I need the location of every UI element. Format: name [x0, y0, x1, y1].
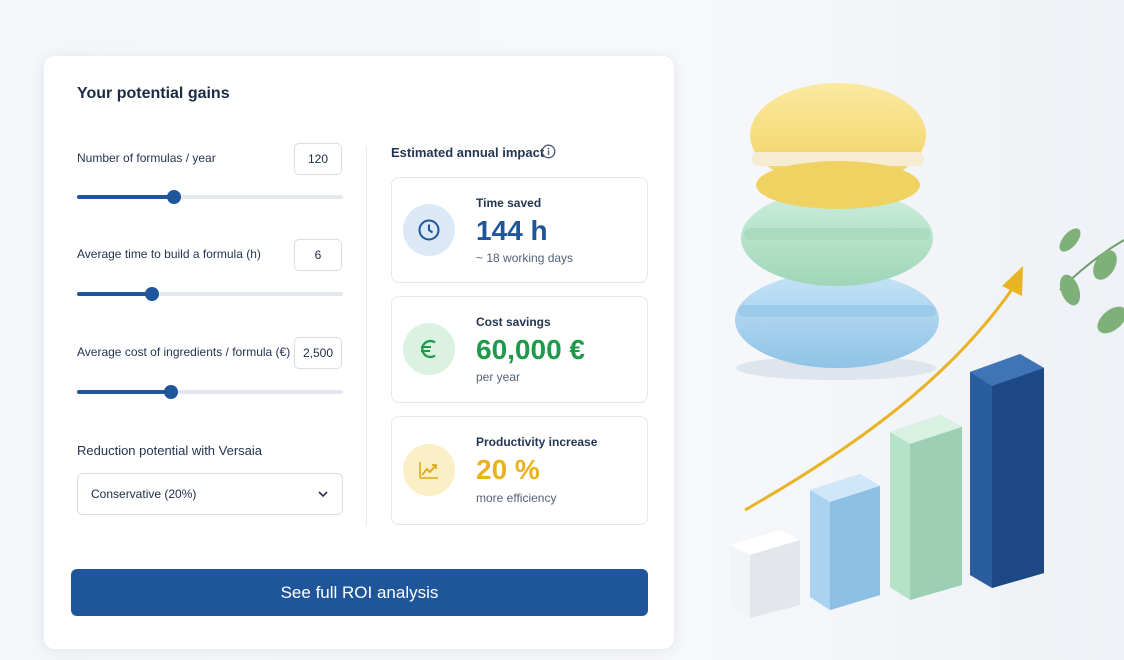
divider — [366, 146, 367, 526]
select-value: Conservative (20%) — [91, 487, 197, 501]
trend-arrow — [744, 266, 1023, 512]
metric-label: Time saved — [476, 196, 542, 210]
slider-thumb[interactable] — [164, 385, 178, 399]
input-label: Average time to build a formula (h) — [77, 247, 261, 261]
metric-card: Cost savings 60,000 € per year — [391, 296, 648, 403]
macarons — [735, 83, 939, 380]
impact-title: Estimated annual impact — [391, 145, 545, 160]
select-label: Reduction potential with Versaia — [77, 443, 263, 458]
reduction-select[interactable]: Conservative (20%) — [77, 473, 343, 515]
chart-icon — [403, 444, 455, 496]
metric-label: Cost savings — [476, 315, 551, 329]
leaves — [1059, 228, 1124, 334]
slider-fill — [77, 390, 171, 394]
slider-fill — [77, 195, 174, 199]
input-label: Number of formulas / year — [77, 151, 216, 165]
metric-note: per year — [476, 370, 521, 384]
slider[interactable] — [77, 190, 343, 204]
illustration — [730, 83, 1124, 618]
chevron-icon — [318, 491, 328, 498]
metric-card: Productivity increase 20 % more efficien… — [391, 416, 648, 525]
number-input[interactable]: 6 — [294, 239, 342, 271]
slider[interactable] — [77, 287, 343, 301]
card-title: Your potential gains — [77, 85, 230, 102]
metric-note: more efficiency — [476, 491, 557, 505]
metric-value: 60,000 € — [476, 334, 585, 365]
number-input[interactable]: 120 — [294, 143, 342, 175]
slider[interactable] — [77, 385, 343, 399]
metric-value: 20 % — [476, 454, 540, 485]
metric-note: ~ 18 working days — [476, 251, 574, 265]
input-label: Average cost of ingredients / formula (€… — [77, 345, 291, 359]
number-input[interactable]: 2,500 — [294, 337, 342, 369]
slider-fill — [77, 292, 152, 296]
metric-label: Productivity increase — [476, 435, 598, 449]
info-icon[interactable] — [541, 144, 556, 159]
cta-button[interactable]: See full ROI analysis — [71, 569, 648, 616]
slider-thumb[interactable] — [167, 190, 181, 204]
euro-icon — [403, 323, 455, 375]
growth-bars — [730, 354, 1044, 618]
metric-value: 144 h — [476, 215, 548, 246]
gains-card: Your potential gains Number of formulas … — [43, 55, 675, 650]
metric-card: Time saved 144 h ~ 18 working days — [391, 177, 648, 283]
slider-thumb[interactable] — [145, 287, 159, 301]
clock-icon — [403, 204, 455, 256]
